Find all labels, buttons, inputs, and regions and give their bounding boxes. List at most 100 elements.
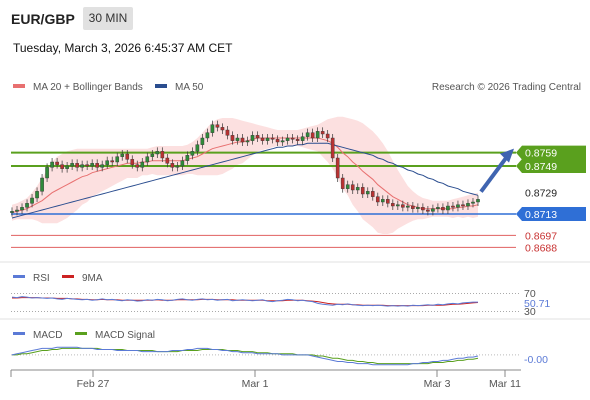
x-tick-label: Mar 1 <box>242 378 269 390</box>
candle <box>10 207 14 217</box>
candle <box>290 134 295 144</box>
candle <box>295 135 300 145</box>
candle <box>325 130 330 142</box>
candle <box>45 163 49 182</box>
candle <box>65 162 69 173</box>
candle <box>20 203 24 214</box>
legend-label-ma20: MA 20 + Bollinger Bands <box>33 82 143 93</box>
currency-pair-title: EUR/GBP <box>11 11 75 27</box>
candle <box>431 204 435 216</box>
candle <box>235 134 240 145</box>
candle <box>140 158 145 172</box>
candle <box>210 120 215 137</box>
macd-signal-line <box>12 347 479 365</box>
price-label-0.8697: 0.8697 <box>525 230 557 242</box>
candle <box>145 152 150 166</box>
candle <box>275 135 280 146</box>
candle <box>215 120 220 132</box>
candle <box>130 155 135 169</box>
candle <box>165 154 170 168</box>
price-label-0.8729: 0.8729 <box>516 185 586 200</box>
copyright-text: Research © 2026 Trading Central <box>432 82 581 93</box>
timeframe-badge[interactable]: 30 MIN <box>83 7 133 30</box>
candle <box>350 180 355 194</box>
candle <box>105 156 110 169</box>
rsi-last-value: 50.71 <box>524 298 550 310</box>
level-lines <box>11 151 516 248</box>
svg-text:0.8729: 0.8729 <box>525 188 557 200</box>
candle <box>375 192 380 206</box>
candle <box>471 198 475 208</box>
candle <box>406 202 410 212</box>
candle <box>330 134 335 162</box>
legend-swatch-rsi-ma <box>62 275 74 278</box>
candle <box>205 128 210 142</box>
candle <box>160 147 165 162</box>
moving-averages <box>11 137 479 219</box>
legend-swatch-ma50 <box>155 84 167 88</box>
svg-text:0.8697: 0.8697 <box>525 230 557 242</box>
candle <box>270 134 275 144</box>
candle <box>411 202 415 213</box>
legend-swatch-signal <box>75 332 87 335</box>
candle <box>401 200 405 212</box>
candle <box>95 159 99 172</box>
candle <box>421 203 425 214</box>
rsi-line <box>11 296 478 307</box>
legend-label-ma50: MA 50 <box>175 82 204 93</box>
candle <box>185 151 190 165</box>
candle <box>416 203 420 213</box>
candle <box>70 159 74 170</box>
legend-label-rsi: RSI <box>33 273 50 284</box>
candle <box>300 132 305 145</box>
svg-text:0.8749: 0.8749 <box>525 161 557 173</box>
x-tick-label: Mar 3 <box>424 378 451 390</box>
candle <box>175 162 180 172</box>
svg-text:0.8688: 0.8688 <box>525 242 557 254</box>
legend-swatch-ma20 <box>13 84 25 88</box>
candle <box>446 202 450 214</box>
candle <box>255 131 260 142</box>
projection-arrow-head <box>500 148 514 163</box>
candle <box>365 187 370 198</box>
candle <box>436 203 440 213</box>
candle <box>345 180 350 193</box>
macd-line <box>11 346 479 366</box>
price-label-0.8713: 0.8713 <box>516 207 586 221</box>
ma20-line <box>11 137 479 214</box>
candle <box>50 158 54 172</box>
macd-panel: -0.00 <box>11 346 548 366</box>
candle <box>305 128 310 141</box>
legend-label-rsi-ma: 9MA <box>82 273 103 284</box>
x-tick-label: Feb 27 <box>77 378 110 390</box>
candle <box>100 160 104 172</box>
legend-swatch-rsi <box>13 275 25 278</box>
legend-label-signal: MACD Signal <box>95 330 155 341</box>
candle <box>451 202 455 212</box>
x-tick-label: Mar 11 <box>489 378 521 390</box>
candle <box>466 199 470 210</box>
candle <box>170 159 175 172</box>
rsi-ma-line <box>12 297 479 307</box>
ma50-line <box>11 142 479 219</box>
candle <box>240 134 245 146</box>
candle <box>225 126 230 140</box>
candle <box>120 150 125 161</box>
bollinger-band-area <box>12 116 478 234</box>
candle <box>396 200 400 210</box>
svg-text:0.8759: 0.8759 <box>525 148 557 160</box>
candle <box>80 160 84 172</box>
chart-header: EUR/GBP 30 MIN <box>0 0 590 40</box>
candle <box>220 123 225 134</box>
candle <box>25 199 29 212</box>
candle <box>285 134 290 145</box>
candle <box>280 136 285 146</box>
candle <box>245 136 250 146</box>
price-label-0.8749: 0.8749 <box>516 159 586 173</box>
candle <box>476 195 480 206</box>
candle <box>155 147 160 158</box>
projection-arrow-shaft <box>479 155 509 193</box>
candle <box>426 206 430 216</box>
